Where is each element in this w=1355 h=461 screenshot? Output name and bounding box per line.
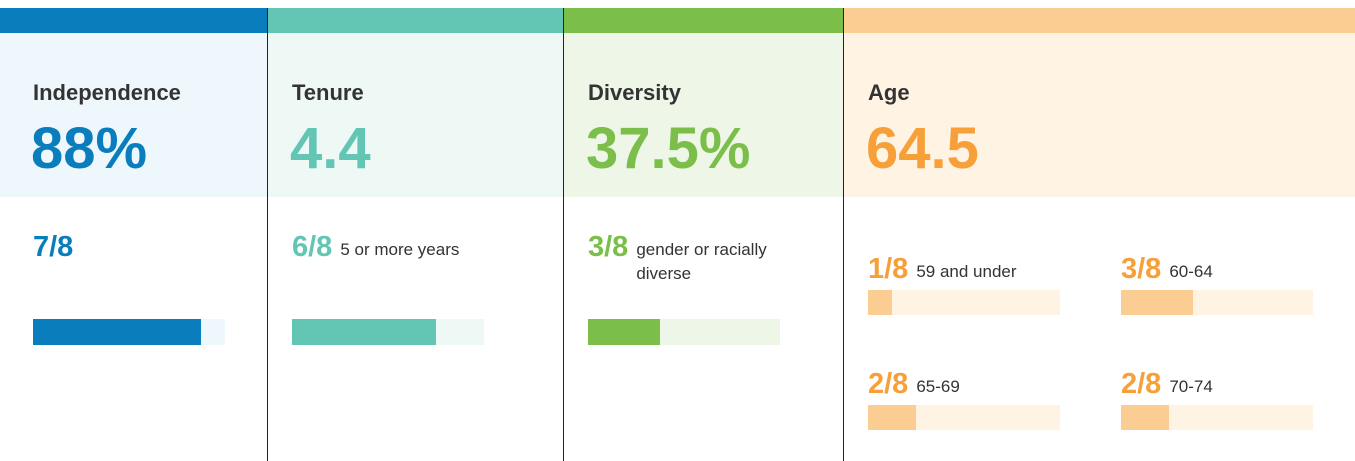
stat-item: 3/8 gender or racially diverse bbox=[588, 230, 776, 286]
stat-text: 70-74 bbox=[1169, 377, 1213, 396]
panel-header bbox=[844, 33, 1355, 197]
stat-text: 59 and under bbox=[916, 262, 1017, 281]
bar-track bbox=[33, 319, 225, 345]
panel-title: Diversity bbox=[588, 80, 681, 105]
column-divider bbox=[563, 8, 564, 461]
fraction: 2/8 bbox=[868, 368, 909, 400]
column-divider bbox=[267, 8, 268, 461]
panel-header bbox=[564, 33, 844, 197]
column-divider bbox=[843, 8, 844, 461]
stat-item: 6/8 5 or more years bbox=[292, 230, 459, 264]
fraction: 3/8 bbox=[1121, 253, 1162, 285]
stat-item: 7/8 bbox=[33, 230, 81, 264]
panel-value: 37.5% bbox=[586, 116, 751, 181]
stat-text: 60-64 bbox=[1169, 262, 1213, 281]
bar-fill bbox=[33, 319, 201, 345]
bar-fill bbox=[292, 319, 436, 345]
fraction: 1/8 bbox=[868, 253, 909, 285]
bar-track bbox=[868, 290, 1060, 315]
fraction: 2/8 bbox=[1121, 368, 1162, 400]
panel-value: 64.5 bbox=[866, 116, 979, 181]
panel-title: Tenure bbox=[292, 80, 364, 105]
bar-fill bbox=[1121, 290, 1193, 315]
bar-track bbox=[1121, 405, 1313, 430]
panel-top-bar bbox=[564, 8, 844, 33]
stat-text: gender or racially diverse bbox=[636, 240, 767, 283]
bar-track bbox=[868, 405, 1060, 430]
bar-fill bbox=[868, 290, 892, 315]
bar-fill bbox=[588, 319, 660, 345]
fraction: 6/8 bbox=[292, 231, 333, 263]
bar-track bbox=[292, 319, 484, 345]
stat-item: 2/8 65-69 bbox=[868, 367, 960, 401]
panel-top-bar bbox=[268, 8, 564, 33]
stat-text: 65-69 bbox=[916, 377, 960, 396]
panel-title: Independence bbox=[33, 80, 181, 105]
panel-header bbox=[268, 33, 564, 197]
stat-item: 1/8 59 and under bbox=[868, 252, 1017, 286]
bar-track bbox=[1121, 290, 1313, 315]
panel-value: 4.4 bbox=[290, 116, 371, 181]
fraction: 7/8 bbox=[33, 231, 74, 263]
bar-fill bbox=[868, 405, 916, 430]
panel-value: 88% bbox=[31, 116, 148, 181]
panel-top-bar bbox=[844, 8, 1355, 33]
panel-header bbox=[0, 33, 268, 197]
panel-title: Age bbox=[868, 80, 910, 105]
panel-top-bar bbox=[0, 8, 268, 33]
stat-item: 2/8 70-74 bbox=[1121, 367, 1213, 401]
stat-item: 3/8 60-64 bbox=[1121, 252, 1213, 286]
stat-text: 5 or more years bbox=[340, 240, 460, 259]
bar-track bbox=[588, 319, 780, 345]
bar-fill bbox=[1121, 405, 1169, 430]
fraction: 3/8 bbox=[588, 231, 629, 263]
